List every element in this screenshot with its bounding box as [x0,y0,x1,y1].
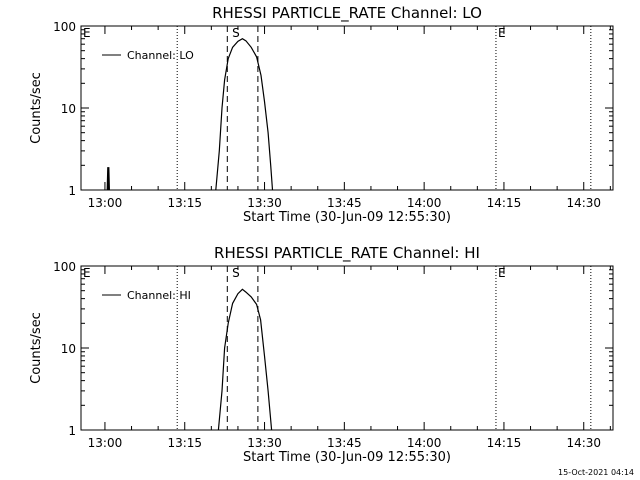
x-tick-label: 13:15 [167,436,202,450]
legend-label: Channel: LO [127,49,194,62]
x-tick-label: 13:30 [247,196,282,210]
x-axis-label: Start Time (30-Jun-09 12:55:30) [243,450,451,465]
x-tick-label: 13:00 [88,196,123,210]
event-marker-label: E [83,266,91,280]
event-marker-label: S [232,266,240,280]
y-tick-label: 100 [53,20,76,34]
event-marker-label: E [83,26,91,40]
chart-title: RHESSI PARTICLE_RATE Channel: LO [212,4,482,23]
x-tick-label: 13:00 [88,436,123,450]
x-tick-label: 13:30 [247,436,282,450]
x-tick-label: 14:00 [407,196,442,210]
x-tick-label: 13:45 [327,196,362,210]
footer-timestamp: 15-Oct-2021 04:14 [558,468,634,477]
series-line [106,167,110,191]
y-axis-label: Counts/sec [29,72,44,144]
series-line [215,38,274,191]
y-tick-label: 10 [61,342,76,356]
y-tick-label: 10 [61,102,76,116]
series-line [217,288,273,431]
x-tick-label: 13:15 [167,196,202,210]
x-tick-label: 13:45 [327,436,362,450]
chart-panel-lo: RHESSI PARTICLE_RATE Channel: LO 13:00 13:… [29,4,614,225]
x-tick-label: 14:15 [487,436,522,450]
y-tick-label: 1 [68,424,76,438]
x-tick-label: 14:30 [566,196,601,210]
legend-label: Channel: HI [127,289,191,302]
y-axis-label: Counts/sec [29,312,44,384]
chart-panel-hi: RHESSI PARTICLE_RATE Channel: HI 13:00 13:… [29,244,614,465]
x-axis-label: Start Time (30-Jun-09 12:55:30) [243,210,451,225]
x-tick-label: 14:15 [487,196,522,210]
chart-title: RHESSI PARTICLE_RATE Channel: HI [214,244,480,263]
y-tick-label: 1 [68,184,76,198]
event-marker-label: E [498,266,506,280]
x-tick-label: 14:00 [407,436,442,450]
x-tick-label: 14:30 [566,436,601,450]
y-tick-label: 100 [53,260,76,274]
event-marker-label: E [498,26,506,40]
event-marker-label: S [232,26,240,40]
